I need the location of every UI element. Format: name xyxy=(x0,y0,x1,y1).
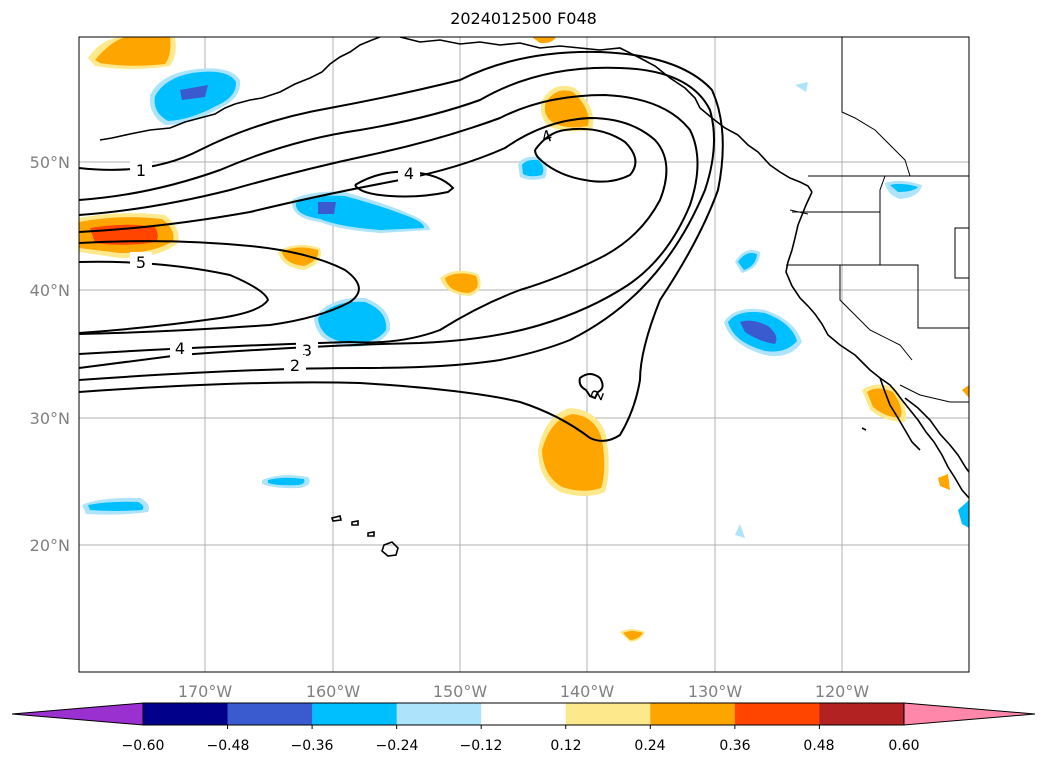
political-borders xyxy=(786,37,969,403)
colorbar-tick-labels: −0.60 −0.48 −0.36 −0.24 −0.12 0.12 0.24 … xyxy=(122,738,920,754)
colorbar-tick-label: −0.60 xyxy=(122,738,165,754)
hawaii-island xyxy=(381,541,399,557)
us-west-coastline xyxy=(785,191,969,499)
contour-line xyxy=(79,260,270,334)
positive-anomaly-patch xyxy=(938,474,950,490)
contour-line xyxy=(79,116,668,355)
colorbar-tick-label: −0.48 xyxy=(207,738,250,754)
colorbar-extend-min xyxy=(11,702,144,726)
lat-label: 40°N xyxy=(30,281,70,300)
longitude-labels: 170°W 160°W 150°W 140°W 130°W 120°W xyxy=(178,682,870,701)
latitude-labels: 50°N 40°N 30°N 20°N xyxy=(30,153,70,555)
state-border-oregon xyxy=(792,175,886,213)
lon-label: 150°W xyxy=(433,682,488,701)
lon-label: 140°W xyxy=(560,682,615,701)
lon-label: 160°W xyxy=(306,682,361,701)
negative-anomaly-patch xyxy=(795,82,808,92)
negative-anomaly-patch xyxy=(318,301,387,344)
colorbar-segment xyxy=(227,703,313,725)
state-border-california xyxy=(786,264,969,329)
colorbar-segment xyxy=(143,703,229,725)
negative-anomaly-patch xyxy=(735,524,745,538)
positive-anomaly-patch xyxy=(95,37,171,66)
alaska-gulf-coastline xyxy=(399,37,813,193)
colorbar-tick-label: −0.12 xyxy=(460,738,503,754)
colorbar-tick-label: 0.24 xyxy=(634,738,665,754)
lon-label: 170°W xyxy=(178,682,233,701)
colorbar-segment xyxy=(312,703,398,725)
negative-anomaly-patch xyxy=(522,159,544,177)
negative-anomaly-patch xyxy=(268,477,305,486)
contour-label: 3 xyxy=(302,341,312,360)
baja-coastline xyxy=(879,377,921,451)
contour-line xyxy=(79,240,360,335)
contour-label: 2 xyxy=(290,356,300,375)
lat-label: 30°N xyxy=(30,409,70,428)
positive-anomaly-patch xyxy=(623,631,643,640)
contour-line xyxy=(578,373,604,400)
negative-anomaly-patch xyxy=(958,500,969,528)
hawaii-island xyxy=(367,531,375,537)
colorbar-extend-max xyxy=(903,702,1036,726)
state-border-wa-or xyxy=(789,209,809,215)
baja-island xyxy=(861,427,867,431)
colorbar-outline xyxy=(142,702,905,726)
colorbar-segment xyxy=(481,703,567,725)
map-title: 2024012500 F048 xyxy=(450,9,597,28)
colorbar-segment xyxy=(396,703,482,725)
colorbar-tick-label: −0.36 xyxy=(291,738,334,754)
lon-label: 120°W xyxy=(815,682,870,701)
positive-anomaly-patch xyxy=(445,273,478,293)
contour-lines xyxy=(79,50,724,442)
negative-anomaly-patch xyxy=(740,320,777,344)
lon-label: 130°W xyxy=(688,682,743,701)
contour-line xyxy=(79,66,715,381)
lat-label: 50°N xyxy=(30,153,70,172)
colorbar-tick-label: 0.48 xyxy=(803,738,834,754)
contour-line xyxy=(534,127,637,183)
mexico-coastline xyxy=(904,397,969,473)
us-mexico-border xyxy=(899,384,969,403)
contour-line xyxy=(354,170,455,198)
negative-anomaly-patch xyxy=(738,253,757,270)
positive-anomaly-patch xyxy=(542,414,605,491)
lat-label: 20°N xyxy=(30,536,70,555)
colorbar-tick-label: 0.12 xyxy=(550,738,581,754)
alaska-peninsula-coastline xyxy=(99,37,381,141)
contour-line xyxy=(79,50,724,442)
negative-anomaly-patch xyxy=(318,202,336,214)
positive-anomaly-patch xyxy=(532,37,556,44)
contour-label: 4 xyxy=(404,164,414,183)
colorbar-segment xyxy=(650,703,736,725)
contour-line xyxy=(79,93,699,369)
hawaii-island xyxy=(330,515,342,522)
colorbar-segment xyxy=(819,703,905,725)
coastlines xyxy=(99,37,969,557)
contour-label: 4 xyxy=(175,339,185,358)
colorbar-segment xyxy=(565,703,651,725)
colorbar-tick-label: 0.36 xyxy=(719,738,750,754)
negative-anomaly-patch xyxy=(890,183,918,192)
colorbar-segment xyxy=(734,703,820,725)
state-border-california-nevada xyxy=(839,265,913,361)
colorbar-tick-label: 0.60 xyxy=(888,738,919,754)
canada-alaska-border xyxy=(841,37,911,177)
contour-label: 5 xyxy=(136,253,146,272)
negative-anomaly-patch xyxy=(88,501,144,511)
map-frame xyxy=(78,36,970,673)
negative-anomaly-patch xyxy=(180,85,208,100)
positive-anomaly-patch xyxy=(962,385,969,398)
state-border-utah xyxy=(954,227,969,279)
contour-label: 1 xyxy=(136,161,146,180)
colorbar xyxy=(11,702,1036,729)
colorbar-tick-label: −0.24 xyxy=(376,738,419,754)
hawaii-island xyxy=(351,520,359,526)
